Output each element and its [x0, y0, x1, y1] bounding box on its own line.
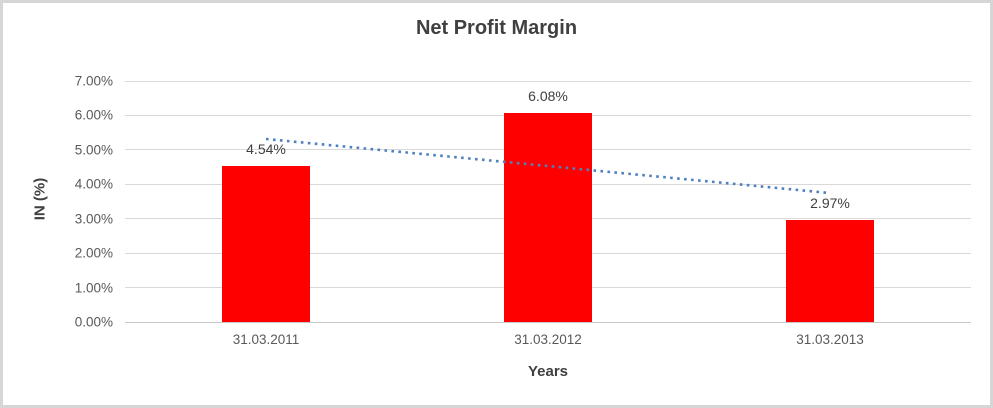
bar-value-label: 2.97%	[810, 194, 850, 211]
x-axis-title: Years	[527, 363, 569, 380]
bar-31.03.2011	[222, 165, 310, 322]
x-tick-label: 31.03.2011	[232, 332, 300, 347]
x-axis-line	[125, 321, 971, 323]
x-axis: 31.03.2011 31.03.2012 31.03.2013	[125, 332, 971, 352]
y-tick-label: 6.00%	[74, 107, 113, 123]
y-tick-label: 3.00%	[74, 211, 113, 227]
bar-value-label: 6.08%	[528, 87, 568, 104]
y-tick-label: 4.00%	[74, 176, 113, 192]
y-tick-label: 5.00%	[74, 142, 113, 158]
trendline	[265, 137, 831, 195]
x-tick-label: 31.03.2012	[514, 332, 582, 347]
y-tick-label: 2.00%	[74, 245, 113, 261]
chart-title: Net Profit Margin	[415, 17, 578, 39]
y-tick-label: 1.00%	[74, 280, 113, 296]
y-axis: 0.00% 1.00% 2.00% 3.00% 4.00% 5.00% 6.00% 7.00%	[3, 74, 113, 330]
bar-31.03.2013	[786, 219, 874, 322]
y-tick-label: 7.00%	[74, 73, 113, 89]
y-tick-label: 0.00%	[74, 314, 113, 330]
bar-value-label: 4.54%	[246, 140, 286, 157]
bar-31.03.2012	[504, 112, 592, 322]
gridline	[125, 80, 971, 82]
plot-area: 4.54% 6.08% 2.97%	[125, 80, 971, 323]
x-tick-label: 31.03.2013	[796, 332, 864, 347]
